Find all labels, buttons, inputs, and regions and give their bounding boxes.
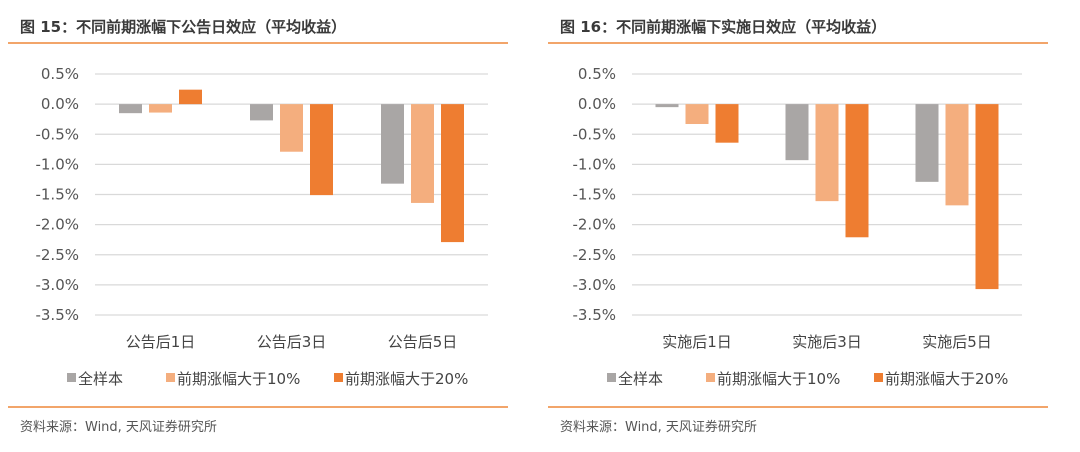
y-tick-label: 0.0% (578, 95, 616, 113)
bar-2-3 (411, 104, 434, 203)
y-tick-label: -3.5% (35, 306, 79, 324)
source-divider (8, 406, 508, 408)
x-category-label: 公告后1日 (126, 333, 196, 351)
title-divider (548, 42, 1048, 44)
bar-1-2 (250, 104, 273, 121)
bar-chart: 0.5% 0.0% -0.5% -1.0% -1.5% -2.0% -2.5% -3.0% -3… (35, 65, 488, 388)
legend-swatch (166, 373, 175, 382)
figure-15: 图 15：不同前期涨幅下公告日效应（平均收益） 0.5% 0.0% -0.5% -1.… (0, 0, 520, 452)
legend-label: 前期涨幅大于20% (885, 370, 1008, 388)
bar-1-3 (381, 104, 404, 184)
y-tick-label: -1.5% (35, 186, 79, 204)
bar-3-1 (715, 104, 739, 143)
bar-3-1 (179, 89, 202, 105)
title-divider (8, 42, 508, 44)
y-tick-label: -1.5% (572, 186, 616, 204)
bar-3-3 (441, 104, 464, 243)
bar-3-2 (310, 104, 333, 196)
legend-label: 前期涨幅大于10% (177, 370, 300, 388)
legend-label: 前期涨幅大于10% (717, 370, 840, 388)
y-tick-label: 0.0% (41, 95, 79, 113)
y-tick-label: -2.5% (35, 246, 79, 264)
legend-swatch (874, 373, 883, 382)
figure-title: 图 15：不同前期涨幅下公告日效应（平均收益） (20, 18, 347, 36)
legend-swatch (67, 373, 76, 382)
y-tick-label: -3.0% (572, 276, 616, 294)
bar-2-2 (815, 104, 839, 202)
y-tick-label: 0.5% (41, 65, 79, 83)
legend-swatch (607, 373, 616, 382)
bar-3-2 (845, 104, 869, 238)
y-tick-label: -2.0% (572, 216, 616, 234)
bar-1-3 (915, 104, 939, 182)
x-category-label: 公告后5日 (388, 333, 458, 351)
figure-16: 图 16：不同前期涨幅下实施日效应（平均收益） 0.5% 0.0% -0.5% -1.… (540, 0, 1060, 452)
x-category-label: 实施后5日 (922, 333, 992, 351)
figure-title: 图 16：不同前期涨幅下实施日效应（平均收益） (560, 18, 887, 36)
y-tick-label: -0.5% (572, 125, 616, 143)
bar-1-1 (655, 104, 679, 108)
bar-2-3 (945, 104, 969, 206)
y-tick-label: -3.5% (572, 306, 616, 324)
bar-1-1 (119, 104, 142, 114)
x-category-label: 实施后1日 (662, 333, 732, 351)
y-tick-label: -0.5% (35, 125, 79, 143)
y-tick-label: -2.5% (572, 246, 616, 264)
legend-label: 全样本 (78, 370, 123, 388)
x-category-label: 实施后3日 (792, 333, 862, 351)
bar-chart: 0.5% 0.0% -0.5% -1.0% -1.5% -2.0% -2.5% -3.0% -3… (572, 65, 1022, 388)
x-category-label: 公告后3日 (257, 333, 327, 351)
source-note: 资料来源：Wind, 天风证券研究所 (20, 420, 217, 435)
legend-label: 前期涨幅大于20% (345, 370, 468, 388)
bar-2-1 (685, 104, 709, 125)
bar-2-2 (280, 104, 303, 152)
source-divider (548, 406, 1048, 408)
source-note: 资料来源：Wind, 天风证券研究所 (560, 420, 757, 435)
y-tick-label: -3.0% (35, 276, 79, 294)
y-tick-label: -1.0% (572, 155, 616, 173)
legend-label: 全样本 (618, 370, 663, 388)
y-tick-label: 0.5% (578, 65, 616, 83)
bar-2-1 (149, 104, 172, 113)
legend-swatch (334, 373, 343, 382)
y-tick-label: -2.0% (35, 216, 79, 234)
bar-3-3 (975, 104, 999, 290)
legend-swatch (706, 373, 715, 382)
y-tick-label: -1.0% (35, 155, 79, 173)
bar-1-2 (785, 104, 809, 161)
